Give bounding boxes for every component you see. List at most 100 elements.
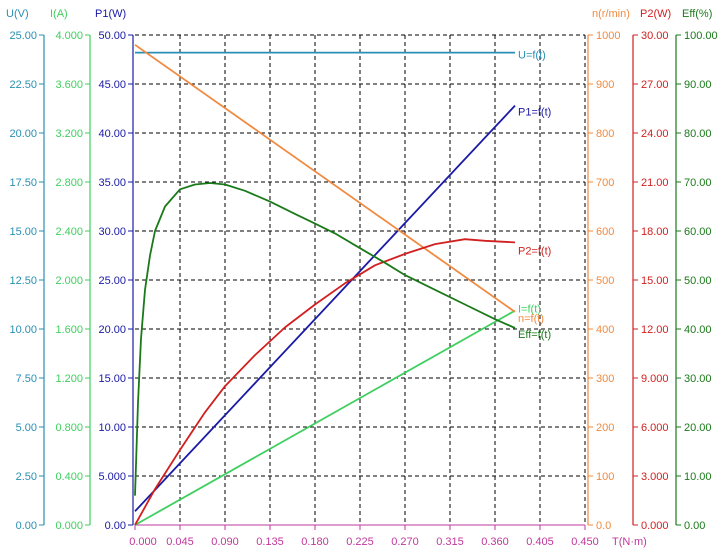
y-tick-label-i: 0.000: [55, 520, 83, 532]
y-tick-label-n: 1000: [596, 30, 620, 42]
y-tick-label-p2: 30.00: [641, 30, 669, 42]
y-tick-label-n: 700: [596, 177, 614, 189]
y-tick-label-p1: 50.00: [98, 30, 126, 42]
y-tick-label-p2: 21.00: [641, 177, 669, 189]
y-tick-label-p1: 0.00: [105, 520, 126, 532]
y-tick-label-p2: 0.000: [641, 520, 669, 532]
series-line-p2: [134, 238, 516, 526]
y-tick-label-eff: 60.00: [684, 226, 712, 238]
y-tick-label-p2: 15.00: [641, 275, 669, 287]
y-tick-label-eff: 50.00: [684, 275, 712, 287]
series-label-i: I=f(t): [518, 304, 541, 316]
y-tick-label-p2: 3.000: [641, 471, 669, 483]
y-tick-label-p2: 9.000: [641, 373, 669, 385]
series-labels: U=f(t) I=f(t) P1=f(t) n=f(t) P2=f(t) Eff=f(t): [518, 50, 551, 341]
axes: 0.000 0.045 0.090 0.135 0.180 0.225 0.270 0.315…: [6, 8, 718, 548]
y-tick-label-p2: 27.00: [641, 79, 669, 91]
y-tick-label-p1: 45.00: [98, 79, 126, 91]
y-tick-label-u: 5.00: [16, 422, 37, 434]
y-tick-label-u: 15.00: [9, 226, 37, 238]
y-tick-label-p1: 35.00: [98, 177, 126, 189]
y-tick-label-eff: 80.00: [684, 128, 712, 140]
grid: [135, 34, 586, 525]
y-tick-label-eff: 90.00: [684, 79, 712, 91]
y-tick-label-i: 0.400: [55, 471, 83, 483]
series-line-eff: [134, 182, 516, 496]
x-tick-label: 0.360: [481, 536, 509, 548]
y-tick-label-i: 4.000: [55, 30, 83, 42]
y-tick-label-n: 0.0: [596, 520, 611, 532]
y-tick-label-p1: 20.00: [98, 324, 126, 336]
y-tick-label-n: 100: [596, 471, 614, 483]
x-tick-label: 0.045: [166, 536, 194, 548]
y-axis-label-p2: P2(W): [640, 8, 671, 20]
y-tick-label-u: 7.50: [16, 373, 37, 385]
series-line-i: [134, 309, 516, 526]
series-label-u: U=f(t): [518, 50, 546, 62]
y-tick-label-u: 22.50: [9, 79, 37, 91]
y-tick-label-i: 3.200: [55, 128, 83, 140]
y-tick-label-eff: 100.00: [684, 30, 718, 42]
y-tick-label-p1: 15.00: [98, 373, 126, 385]
y-tick-label-i: 1.200: [55, 373, 83, 385]
x-tick-label: 0.180: [301, 536, 329, 548]
y-tick-label-p2: 24.00: [641, 128, 669, 140]
x-tick-label: 0.135: [256, 536, 284, 548]
x-tick-label: 0.090: [211, 536, 239, 548]
y-axis-label-p1: P1(W): [95, 8, 126, 20]
y-tick-label-n: 500: [596, 275, 614, 287]
x-tick-label: 0.270: [391, 536, 419, 548]
series-label-p1: P1=f(t): [518, 107, 551, 119]
y-tick-label-eff: 30.00: [684, 373, 712, 385]
y-tick-label-p1: 25.00: [98, 275, 126, 287]
y-tick-label-p2: 12.00: [641, 324, 669, 336]
x-tick-label: 0.315: [436, 536, 464, 548]
y-tick-label-n: 300: [596, 373, 614, 385]
y-tick-label-u: 12.50: [9, 275, 37, 287]
y-tick-label-eff: 10.00: [684, 471, 712, 483]
series-line-p1: [134, 104, 516, 512]
series-label-n: n=f(t): [518, 313, 544, 325]
series-line-n: [134, 44, 516, 313]
x-tick-label: 0.225: [346, 536, 374, 548]
y-tick-label-p1: 40.00: [98, 128, 126, 140]
x-tick-label: 0.405: [526, 536, 554, 548]
y-tick-label-eff: 40.00: [684, 324, 712, 336]
y-tick-label-n: 900: [596, 79, 614, 91]
series-lines: [134, 44, 516, 526]
y-tick-label-i: 0.800: [55, 422, 83, 434]
y-tick-label-eff: 0.00: [684, 520, 705, 532]
y-tick-label-u: 17.50: [9, 177, 37, 189]
y-tick-label-eff: 20.00: [684, 422, 712, 434]
y-tick-label-p1: 5.000: [98, 471, 126, 483]
x-tick-label: 0.450: [571, 536, 599, 548]
y-axis-label-i: I(A): [50, 8, 68, 20]
y-tick-label-n: 400: [596, 324, 614, 336]
y-tick-label-eff: 70.00: [684, 177, 712, 189]
x-tick-label: 0.000: [129, 536, 157, 548]
y-tick-label-n: 200: [596, 422, 614, 434]
y-tick-label-p1: 10.00: [98, 422, 126, 434]
y-tick-label-u: 10.00: [9, 324, 37, 336]
y-tick-label-i: 2.400: [55, 226, 83, 238]
x-axis-label: T(N·m): [612, 536, 647, 548]
y-axis-label-u: U(V): [6, 8, 29, 20]
y-axis-label-eff: Eff(%): [682, 8, 712, 20]
y-tick-label-p2: 18.00: [641, 226, 669, 238]
y-axis-label-n: n(r/min): [592, 8, 630, 20]
series-label-eff: Eff=f(t): [518, 329, 551, 341]
y-tick-label-u: 0.00: [16, 520, 37, 532]
y-tick-label-i: 2.800: [55, 177, 83, 189]
y-tick-label-n: 600: [596, 226, 614, 238]
y-tick-label-i: 2.000: [55, 275, 83, 287]
y-tick-label-u: 2.50: [16, 471, 37, 483]
y-tick-label-u: 25.00: [9, 30, 37, 42]
y-tick-label-i: 3.600: [55, 79, 83, 91]
y-tick-label-p1: 30.00: [98, 226, 126, 238]
y-tick-label-p2: 6.000: [641, 422, 669, 434]
y-tick-label-u: 20.00: [9, 128, 37, 140]
series-label-p2: P2=f(t): [518, 245, 551, 257]
y-tick-label-i: 1.600: [55, 324, 83, 336]
y-tick-label-n: 800: [596, 128, 614, 140]
